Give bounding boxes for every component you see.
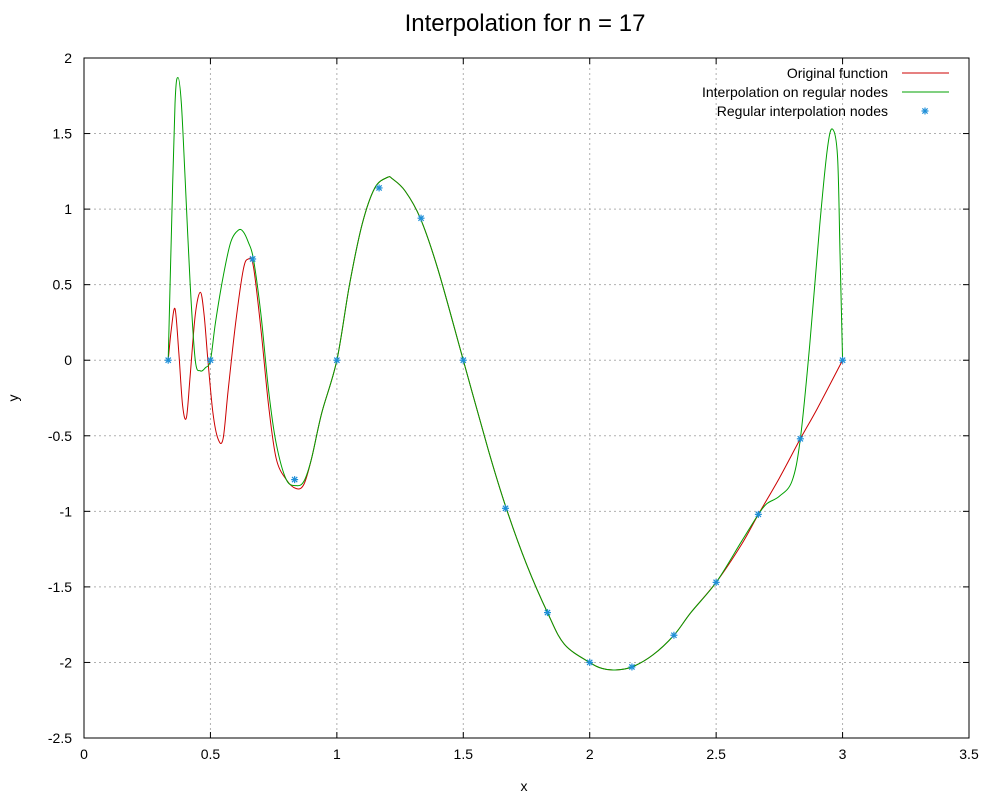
axes-ticks: 0 0.5 1 1.5 2 2.5 3 3.5 -2.5 -2 -1.5 -1 -0.5 0 0.5 1 1.5… xyxy=(48,50,979,762)
series-line-1 xyxy=(167,77,844,671)
data-point xyxy=(333,356,341,364)
data-point xyxy=(502,504,510,512)
grid xyxy=(84,58,969,738)
series xyxy=(164,77,847,671)
x-tick-label: 2 xyxy=(586,746,594,762)
data-point xyxy=(291,476,299,484)
x-tick-label: 3 xyxy=(839,746,847,762)
data-point xyxy=(628,663,636,671)
data-point xyxy=(417,214,425,222)
legend-swatch xyxy=(921,107,929,115)
y-tick-label: -2.5 xyxy=(48,730,72,746)
y-tick-label: -2 xyxy=(60,654,73,670)
y-tick-label: -1.5 xyxy=(48,579,72,595)
plot-frame xyxy=(83,57,970,739)
chart-title: Interpolation for n = 17 xyxy=(405,10,646,37)
y-tick-label: 1.5 xyxy=(53,126,73,142)
data-point xyxy=(459,356,467,364)
data-point xyxy=(375,184,383,192)
x-axis-label: x xyxy=(521,778,528,794)
x-tick-label: 0.5 xyxy=(201,746,221,762)
legend: Original function Interpolation on regula… xyxy=(702,65,949,119)
y-tick-label: 2 xyxy=(64,50,72,66)
y-tick-label: -0.5 xyxy=(48,428,72,444)
data-point xyxy=(164,356,172,364)
y-tick-label: 0.5 xyxy=(53,277,73,293)
x-tick-label: 2.5 xyxy=(706,746,726,762)
data-point xyxy=(754,510,762,518)
x-tick-label: 1 xyxy=(333,746,341,762)
data-point xyxy=(712,578,720,586)
y-tick-label: 1 xyxy=(64,201,72,217)
y-axis-label: y xyxy=(5,395,21,402)
data-point xyxy=(670,631,678,639)
data-point xyxy=(249,255,257,263)
data-point xyxy=(543,609,551,617)
legend-entry-label: Original function xyxy=(787,65,888,81)
data-point xyxy=(839,356,847,364)
series-line-0 xyxy=(167,176,844,671)
data-point xyxy=(586,658,594,666)
x-tick-label: 0 xyxy=(80,746,88,762)
legend-entry-label: Regular interpolation nodes xyxy=(717,103,888,119)
x-tick-label: 3.5 xyxy=(959,746,979,762)
legend-entry-label: Interpolation on regular nodes xyxy=(702,84,888,100)
x-tick-label: 1.5 xyxy=(454,746,474,762)
y-tick-label: 0 xyxy=(64,352,72,368)
data-point xyxy=(206,356,214,364)
y-tick-label: -1 xyxy=(60,503,73,519)
data-point xyxy=(796,435,804,443)
